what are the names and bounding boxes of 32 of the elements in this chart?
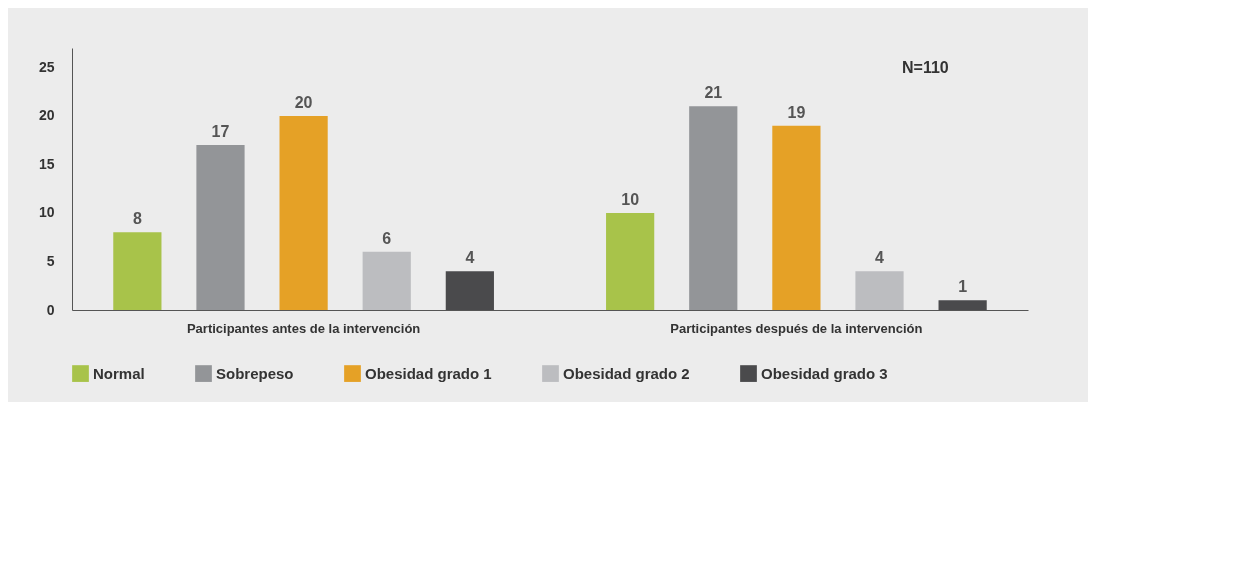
y-tick-label: 20 xyxy=(38,107,55,124)
y-tick-label: 0 xyxy=(46,301,55,318)
legend-label: Sobrepeso xyxy=(216,364,294,382)
data-label: 1 xyxy=(958,278,968,296)
legend-label: Obesidad grado 1 xyxy=(365,364,492,382)
legend-label: Normal xyxy=(93,364,145,382)
bar xyxy=(855,271,904,310)
data-label: 4 xyxy=(465,249,475,267)
legend-label: Obesidad grado 3 xyxy=(761,364,888,382)
bar xyxy=(279,115,328,310)
data-label: 17 xyxy=(211,123,230,141)
data-label: 19 xyxy=(787,103,806,121)
data-label: 4 xyxy=(875,249,885,267)
y-tick-label: 5 xyxy=(46,252,55,269)
data-label: 20 xyxy=(294,93,313,111)
data-label: 21 xyxy=(704,84,723,102)
x-tick-label: Participantes antes de la intervención xyxy=(186,320,421,336)
bar xyxy=(196,145,245,310)
y-tick-label: 25 xyxy=(38,58,55,75)
y-tick-label: 15 xyxy=(38,155,55,172)
y-tick-label: 10 xyxy=(38,204,55,221)
data-label: 6 xyxy=(382,229,392,247)
data-label: 8 xyxy=(132,210,142,228)
x-tick-label: Participantes después de la intervención xyxy=(670,320,923,336)
legend-label: Obesidad grado 2 xyxy=(563,364,690,382)
data-label: 10 xyxy=(621,190,640,208)
bar xyxy=(772,125,821,310)
bar xyxy=(689,106,738,310)
bar xyxy=(362,251,411,310)
bar xyxy=(113,232,162,310)
annotation: N=110 xyxy=(902,59,949,76)
bar xyxy=(606,212,655,310)
